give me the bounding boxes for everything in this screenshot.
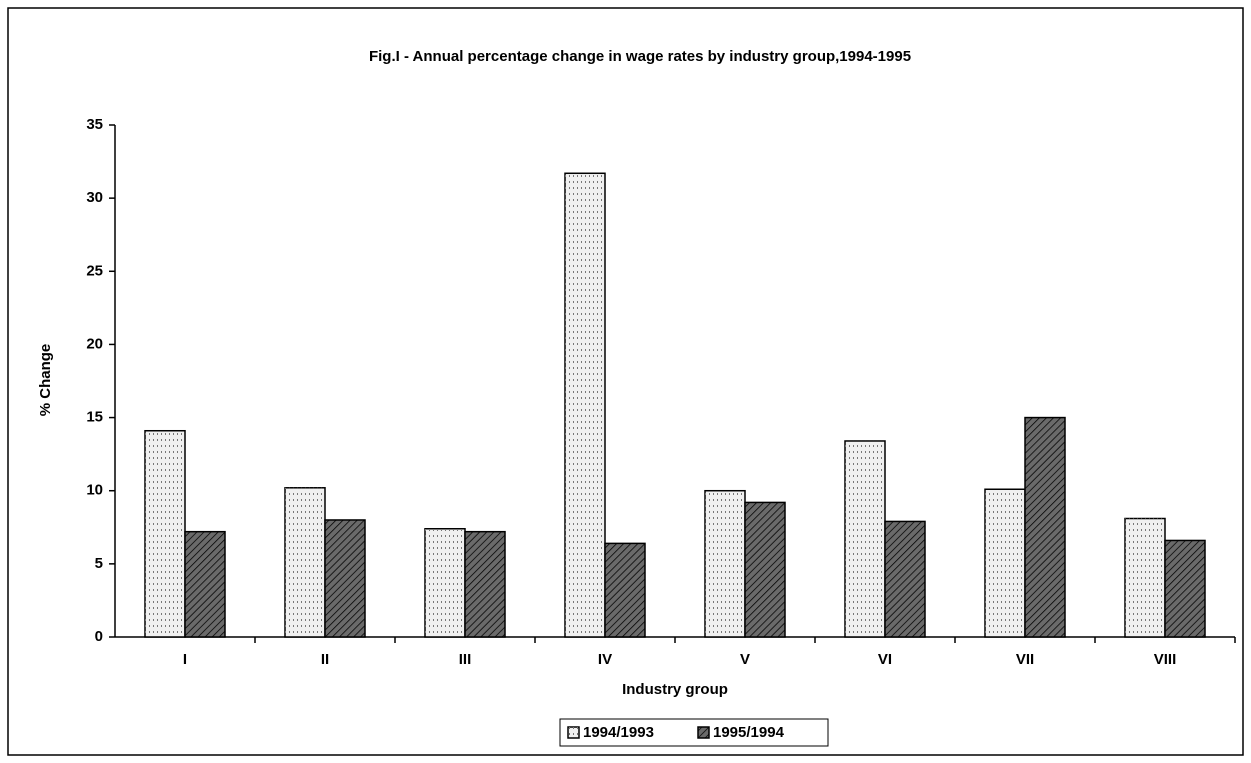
legend-label: 1994/1993	[583, 724, 654, 741]
bar	[884, 520, 926, 638]
bar	[984, 488, 1026, 638]
bar	[184, 530, 226, 638]
x-tick-label: IV	[598, 651, 612, 668]
legend-swatch-texture	[698, 727, 709, 738]
bar	[704, 489, 746, 638]
x-axis-label: Industry group	[622, 681, 728, 698]
bar	[464, 530, 506, 638]
bar	[424, 527, 466, 638]
x-tick-label: VII	[1016, 651, 1034, 668]
y-axis-label: % Change	[37, 344, 54, 417]
bar	[1164, 539, 1206, 638]
bar	[564, 172, 606, 638]
y-tick-label: 5	[95, 555, 103, 572]
x-tick-label: VIII	[1154, 651, 1177, 668]
bar	[1024, 416, 1066, 638]
legend-box	[559, 718, 829, 747]
chart-border	[7, 7, 1244, 756]
bar	[144, 429, 186, 638]
chart-title: Fig.I - Annual percentage change in wage…	[369, 48, 911, 65]
y-tick-label: 0	[95, 628, 103, 645]
bar	[844, 440, 886, 638]
x-tick-label: V	[740, 651, 750, 668]
y-tick-label: 15	[86, 409, 103, 426]
y-tick-label: 30	[86, 189, 103, 206]
y-tick-label: 10	[86, 482, 103, 499]
bar	[604, 542, 646, 638]
x-tick-label: I	[183, 651, 187, 668]
bar	[1124, 517, 1166, 638]
x-tick-label: II	[321, 651, 329, 668]
y-tick-label: 25	[86, 262, 103, 279]
legend-swatch-texture	[568, 727, 579, 738]
bar	[284, 487, 326, 638]
y-tick-label: 35	[86, 116, 103, 133]
legend-label: 1995/1994	[713, 724, 785, 741]
y-tick-label: 20	[86, 335, 103, 352]
x-tick-label: VI	[878, 651, 892, 668]
bar	[744, 501, 786, 638]
x-tick-label: III	[459, 651, 472, 668]
bar	[324, 519, 366, 638]
